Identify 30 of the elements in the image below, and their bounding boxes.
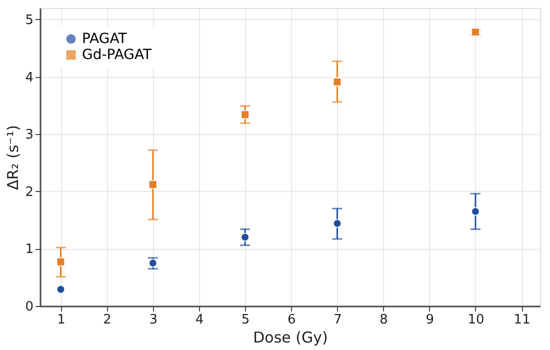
point — [56, 258, 66, 266]
x-tick-label: 10 — [468, 312, 484, 328]
x-tick-label: 4 — [195, 312, 204, 328]
point — [148, 180, 158, 189]
y-tick-label: 1 — [25, 242, 34, 258]
point — [471, 28, 480, 36]
y-tick-label: 3 — [25, 128, 34, 143]
x-tick-label: 5 — [241, 312, 250, 328]
point — [56, 285, 66, 294]
legend-label: Gd-PAGAT — [82, 47, 152, 63]
x-tick-label: 2 — [103, 312, 112, 328]
point — [332, 219, 342, 228]
point — [471, 207, 480, 216]
point — [240, 110, 250, 119]
x-tick-label: 6 — [288, 312, 296, 328]
x-tick-label: 1 — [57, 312, 66, 328]
legend-label: PAGAT — [82, 31, 128, 47]
y-axis-title: ΔR₂ (s⁻¹) — [4, 125, 22, 190]
point — [332, 78, 342, 86]
point — [240, 232, 250, 242]
y-tick-label: 5 — [25, 12, 34, 28]
x-tick-label: 11 — [514, 312, 530, 328]
x-tick-label: 3 — [149, 312, 158, 328]
x-tick-label: 9 — [426, 312, 434, 328]
y-tick-label: 0 — [25, 300, 34, 314]
x-axis-title: Dose (Gy) — [253, 328, 328, 346]
x-tick-label: 7 — [334, 312, 342, 328]
y-tick-label: 4 — [25, 70, 34, 86]
y-tick-label: 2 — [25, 184, 34, 200]
x-tick-label: 8 — [380, 312, 388, 328]
